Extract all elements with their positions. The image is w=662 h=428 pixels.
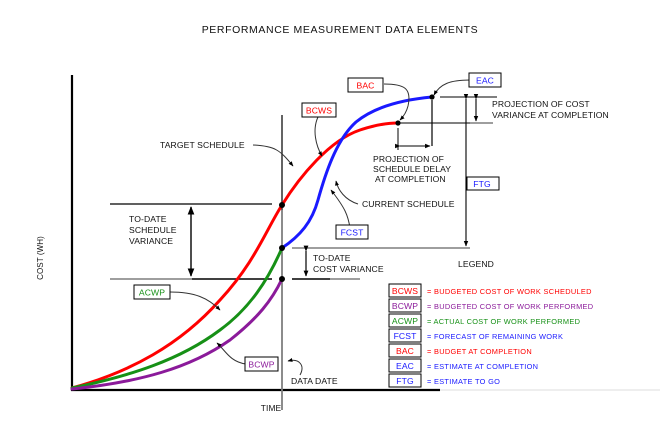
x-axis-label: TIME xyxy=(261,403,282,413)
current-schedule-leader xyxy=(335,180,359,205)
bac-point xyxy=(395,120,401,126)
bcws-tag: BCWS xyxy=(301,102,337,118)
legend-abbr: FTG xyxy=(396,376,414,386)
ftg-tag: FTG xyxy=(466,176,500,191)
current-schedule-label: CURRENT SCHEDULE xyxy=(362,199,455,209)
completion-projections xyxy=(395,94,497,247)
legend-item-ftg: FTG = ESTIMATE TO GO xyxy=(388,373,500,388)
data-date-leader xyxy=(287,357,303,376)
bcwp-tag-label: BCWP xyxy=(248,360,274,370)
acwp-tag: ACWP xyxy=(133,284,171,300)
target-schedule-label: TARGET SCHEDULE xyxy=(160,140,245,150)
schedule-variance-label-3: VARIANCE xyxy=(129,236,173,246)
cost-variance-label-2: COST VARIANCE xyxy=(313,264,384,274)
legend-desc: = BUDGETED COST OF WORK SCHEDULED xyxy=(427,287,592,296)
bcwp-data-date-point xyxy=(279,276,285,282)
cost-variance-completion-label-2: VARIANCE AT COMPLETION xyxy=(492,110,609,120)
legend-desc: = ESTIMATE AT COMPLETION xyxy=(427,362,538,371)
eac-tag: EAC xyxy=(468,72,502,88)
legend: BCWS = BUDGETED COST OF WORK SCHEDULED B… xyxy=(388,283,593,388)
data-date-label: DATA DATE xyxy=(291,376,338,386)
legend-abbr: FCST xyxy=(394,331,417,341)
schedule-variance-label-1: TO-DATE xyxy=(129,214,167,224)
fcst-curve xyxy=(280,95,434,250)
bcwp-leader xyxy=(216,342,247,365)
legend-desc: = ESTIMATE TO GO xyxy=(427,377,500,386)
legend-desc: = ACTUAL COST OF WORK PERFORMED xyxy=(427,317,580,326)
bcws-data-date-point xyxy=(279,202,285,208)
legend-abbr: BCWP xyxy=(392,301,418,311)
legend-item-eac: EAC = ESTIMATE AT COMPLETION xyxy=(388,358,538,373)
legend-item-bac: BAC = BUDGET AT COMPLETION xyxy=(388,343,532,358)
legend-heading: LEGEND xyxy=(458,259,494,269)
bac-leader xyxy=(383,83,410,121)
schedule-delay-label-3: AT COMPLETION xyxy=(375,174,446,184)
legend-desc: = BUDGETED COST OF WORK PERFORMED xyxy=(427,302,593,311)
bac-tag: BAC xyxy=(347,77,384,93)
bcwp-curve xyxy=(70,277,284,391)
schedule-delay-label-1: PROJECTION OF xyxy=(373,154,444,164)
ftg-tag-label: FTG xyxy=(473,179,491,189)
acwp-tag-label: ACWP xyxy=(139,288,165,298)
eac-leader xyxy=(433,79,471,96)
annotations: TARGET SCHEDULE CURRENT SCHEDULE TO-DATE… xyxy=(129,99,609,386)
legend-desc: = BUDGET AT COMPLETION xyxy=(427,347,532,356)
bcwp-tag: BCWP xyxy=(244,356,279,372)
legend-item-bcwp: BCWP = BUDGETED COST OF WORK PERFORMED xyxy=(388,298,593,313)
legend-item-bcws: BCWS = BUDGETED COST OF WORK SCHEDULED xyxy=(388,283,592,298)
legend-item-fcst: FCST = FORECAST OF REMAINING WORK xyxy=(388,328,563,343)
cost-variance-label-1: TO-DATE xyxy=(313,253,351,263)
acwp-leader xyxy=(169,291,221,311)
key-points xyxy=(279,94,435,282)
diagram-title: PERFORMANCE MEASUREMENT DATA ELEMENTS xyxy=(202,24,479,36)
schedule-delay-label-2: SCHEDULE DELAY xyxy=(373,164,451,174)
bcws-leader xyxy=(314,116,323,157)
leader-lines xyxy=(169,79,471,376)
legend-desc: = FORECAST OF REMAINING WORK xyxy=(427,332,563,341)
variance-guides xyxy=(110,203,470,280)
curve-tags: BCWS BAC EAC FCST FTG ACWP BCWP xyxy=(133,72,502,372)
legend-abbr: EAC xyxy=(396,361,414,371)
bcws-tag-label: BCWS xyxy=(306,106,332,116)
legend-abbr: BAC xyxy=(396,346,414,356)
legend-abbr: BCWS xyxy=(392,286,418,296)
axes: COST (WH) TIME xyxy=(36,75,660,413)
target-schedule-leader xyxy=(252,144,294,167)
legend-abbr: ACWP xyxy=(392,316,418,326)
fcst-tag: FCST xyxy=(335,224,369,240)
cost-variance-completion-label-1: PROJECTION OF COST xyxy=(492,99,590,109)
eac-tag-label: EAC xyxy=(476,76,494,86)
acwp-curve xyxy=(70,246,284,390)
schedule-variance-label-2: SCHEDULE xyxy=(129,225,177,235)
fcst-leader xyxy=(330,189,351,229)
y-axis-label: COST (WH) xyxy=(36,236,45,280)
curves xyxy=(70,95,434,391)
bcws-curve xyxy=(70,121,400,390)
fcst-tag-label: FCST xyxy=(341,228,364,238)
legend-item-acwp: ACWP = ACTUAL COST OF WORK PERFORMED xyxy=(388,313,580,328)
bac-tag-label: BAC xyxy=(357,81,375,91)
eac-point xyxy=(429,94,435,100)
acwp-data-date-point xyxy=(279,245,285,251)
